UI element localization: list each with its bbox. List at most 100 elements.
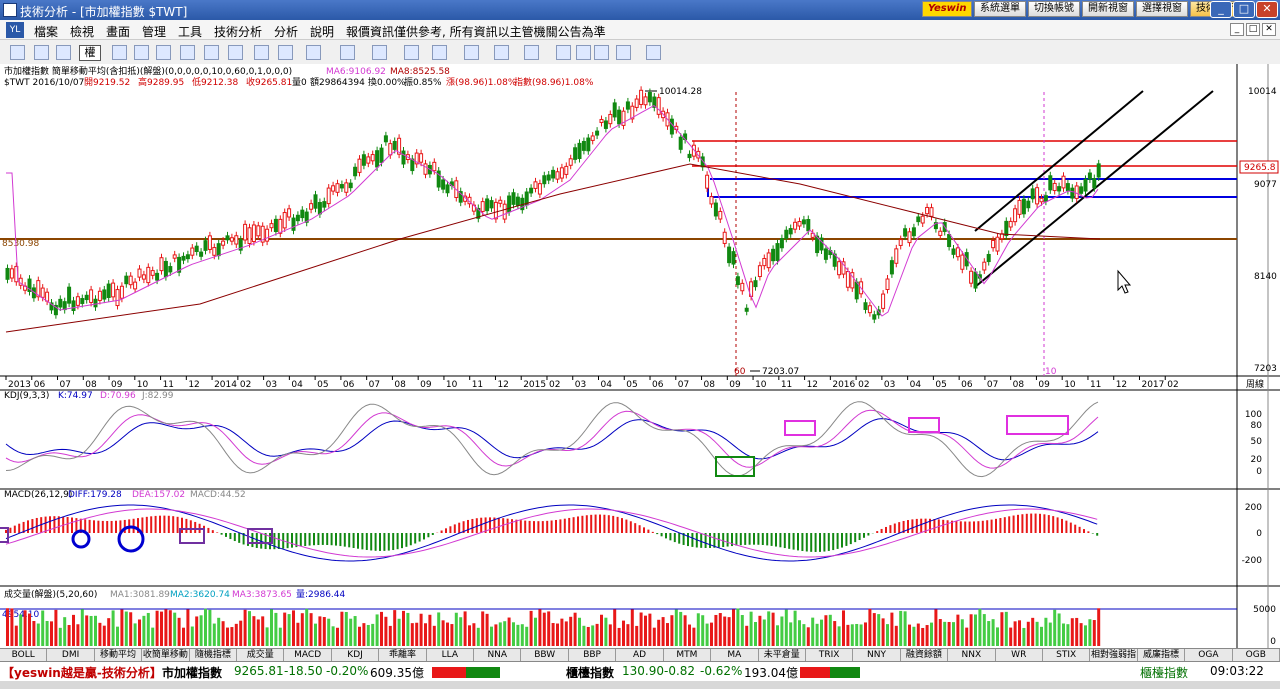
indicator-tab[interactable]: KDJ [332, 649, 380, 662]
candle-body [933, 222, 938, 230]
x-axis-label: 04 [291, 380, 303, 390]
volume-bar [507, 617, 511, 646]
compare-icon[interactable] [180, 45, 195, 60]
menu-tech-analysis[interactable]: 技術分析 [214, 25, 263, 39]
rectangle-tool-icon[interactable] [464, 45, 479, 60]
volume-bar [234, 623, 238, 646]
indicator-tab[interactable]: AD [616, 649, 664, 662]
save-view-icon[interactable] [228, 45, 243, 60]
system-menu-button[interactable]: 系統選單 [974, 1, 1026, 17]
indicator-tab[interactable]: 乖離率 [379, 649, 427, 662]
candle-body [458, 191, 463, 203]
indicator-tab[interactable]: 融資餘額 [901, 649, 949, 662]
candle-body [339, 184, 344, 189]
volume-bar [186, 609, 190, 646]
channel-tool-icon[interactable] [404, 45, 419, 60]
mdi-minimize-button[interactable]: _ [1230, 23, 1244, 36]
candle-body [357, 158, 362, 173]
candle-body [731, 251, 736, 265]
line-tool-icon[interactable] [278, 45, 293, 60]
undo-icon[interactable] [576, 45, 591, 60]
open-value: 開9219.52 [84, 77, 130, 88]
new-window-button[interactable]: 開新視窗 [1082, 1, 1134, 17]
indicator-tab[interactable]: MA [711, 649, 759, 662]
indicator-tab[interactable]: NNA [474, 649, 522, 662]
volume-value: 量0 [292, 77, 307, 88]
menu-help[interactable]: 說明 [310, 25, 335, 39]
window-icon[interactable] [156, 45, 171, 60]
erase-tool-icon[interactable] [556, 45, 571, 60]
annotation-tool-icon[interactable] [524, 45, 539, 60]
indicator-tab[interactable]: 移動平均 [95, 649, 143, 662]
index1-amount: 609.35億 [370, 666, 424, 680]
chart-canvas[interactable]: 市加權指數 簡單移動平均(含扣抵)(解盤)(0,0,0,0,0,10,0,60,… [0, 64, 1280, 648]
menu-tools[interactable]: 工具 [178, 25, 203, 39]
indicator-tab[interactable]: TRIX [806, 649, 854, 662]
volume-bar [468, 625, 471, 646]
volume-tick-0: 0 [1270, 637, 1276, 647]
volume-bar [556, 623, 559, 646]
indicator-tab[interactable]: BBP [569, 649, 617, 662]
grid-icon[interactable] [134, 45, 149, 60]
volume-bar [780, 616, 784, 646]
x-axis-label: 11 [472, 380, 483, 390]
indicator-tab[interactable]: LLA [427, 649, 475, 662]
indicator-tab[interactable]: MACD [284, 649, 332, 662]
candle-body [445, 184, 450, 194]
fan-tool-icon[interactable] [372, 45, 387, 60]
candle-body [256, 225, 261, 237]
indicator-tab[interactable]: 未平倉量 [759, 649, 806, 662]
ellipse-tool-icon[interactable] [494, 45, 509, 60]
window-controls: _ □ ✕ [1210, 1, 1278, 18]
menu-manage[interactable]: 管理 [142, 25, 167, 39]
indicator-tab[interactable]: DMI [47, 649, 95, 662]
switch-account-button[interactable]: 切換帳號 [1028, 1, 1080, 17]
low-annotation: 7203.07 [762, 367, 799, 377]
rights-adjust-button[interactable]: 權 [79, 45, 101, 61]
indicator-tab[interactable]: MTM [664, 649, 712, 662]
indicator-tab[interactable]: 相對強弱指 [1091, 649, 1138, 662]
x-axis-label: 02 [240, 380, 251, 390]
close-button[interactable]: ✕ [1256, 1, 1278, 18]
indicator-tab[interactable]: STIX [1043, 649, 1091, 662]
menu-view[interactable]: 檢視 [70, 25, 95, 39]
pattern-tool-icon[interactable] [432, 45, 447, 60]
maximize-button[interactable]: □ [1233, 1, 1255, 18]
indicator-tab[interactable]: 威廉指標 [1138, 649, 1186, 662]
app-menu-icon[interactable]: YL [6, 22, 24, 38]
save-icon[interactable] [646, 45, 661, 60]
indicator-tab[interactable]: OGB [1233, 649, 1280, 662]
x-axis-label: 2015 [523, 380, 546, 390]
select-window-button[interactable]: 選擇視窗 [1136, 1, 1188, 17]
indicator-tab[interactable]: OGA [1185, 649, 1233, 662]
indicator-tab[interactable]: BOLL [0, 649, 48, 662]
status-right-label: 櫃檯指數 [1140, 666, 1189, 680]
split-icon[interactable] [204, 45, 219, 60]
menu-screen[interactable]: 畫面 [106, 25, 131, 39]
chart-type-icon[interactable] [10, 45, 25, 60]
crosshair-icon[interactable] [34, 45, 49, 60]
indicator-tab[interactable]: WR [996, 649, 1043, 662]
menu-file[interactable]: 檔案 [34, 25, 59, 39]
mdi-close-button[interactable]: ✕ [1262, 23, 1276, 36]
bars-tool-icon[interactable] [340, 45, 355, 60]
menu-analysis[interactable]: 分析 [274, 25, 299, 39]
volume-bar [811, 617, 815, 646]
draw-tool-icon[interactable] [254, 45, 269, 60]
excel-icon[interactable] [112, 45, 127, 60]
chart-area[interactable]: 市加權指數 簡單移動平均(含扣抵)(解盤)(0,0,0,0,0,10,0,60,… [0, 64, 1280, 648]
text-tool-icon[interactable] [306, 45, 321, 60]
copy-icon[interactable] [594, 45, 609, 60]
mdi-restore-button[interactable]: □ [1246, 23, 1260, 36]
yeswin-logo-button[interactable]: Yeswin [922, 1, 972, 17]
layout-icon[interactable] [56, 45, 71, 60]
minimize-button[interactable]: _ [1210, 1, 1232, 18]
volume-bar [1048, 622, 1052, 646]
candle-body [837, 261, 842, 276]
indicator-tab[interactable]: 隨機指標 [190, 649, 238, 662]
palette-icon[interactable] [616, 45, 631, 60]
indicator-tab[interactable]: NNX [948, 649, 996, 662]
indicator-tab[interactable]: 成交量 [237, 649, 285, 662]
indicator-tab[interactable]: NNY [853, 649, 901, 662]
indicator-tab[interactable]: BBW [521, 649, 569, 662]
